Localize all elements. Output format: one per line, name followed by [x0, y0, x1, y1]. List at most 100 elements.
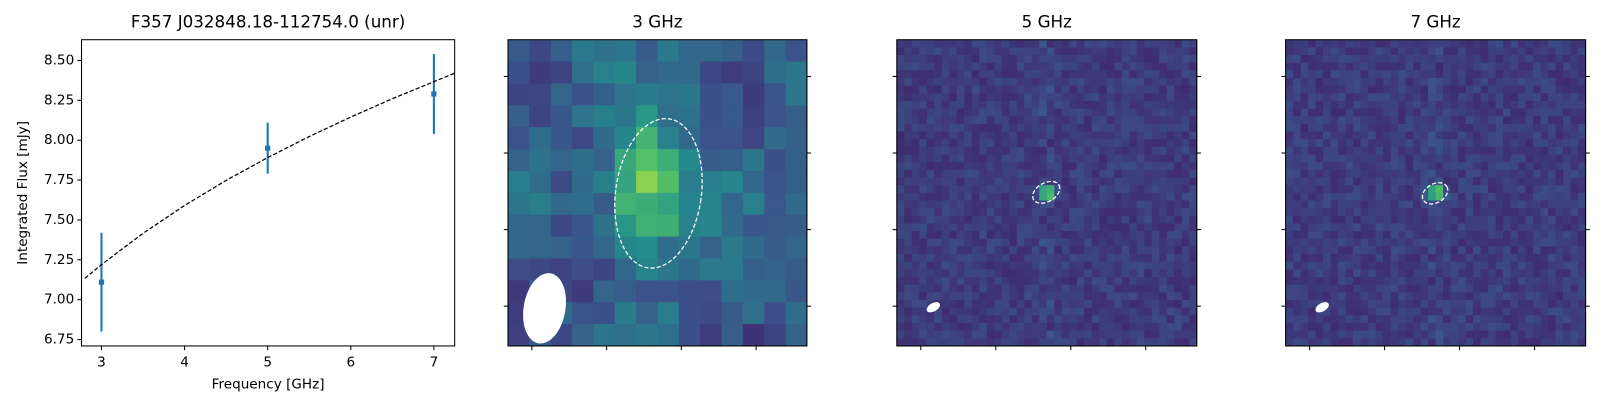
image-pixel [1548, 77, 1557, 87]
image-pixel [700, 280, 723, 303]
image-pixel [941, 269, 950, 278]
image-pixel [1031, 292, 1040, 301]
image-pixel [1495, 139, 1504, 148]
image-pixel [1323, 261, 1332, 270]
image-pixel [949, 307, 958, 316]
image-pixel [964, 139, 973, 148]
image-pixel [1285, 292, 1294, 301]
image-pixel [657, 127, 680, 150]
image-pixel [1293, 85, 1302, 94]
image-pixel [1293, 162, 1302, 171]
image-pixel [1285, 254, 1294, 263]
image-pixel [1323, 315, 1332, 324]
image-pixel [1443, 215, 1452, 224]
image-pixel [1533, 254, 1542, 263]
image-pixel [1480, 284, 1489, 293]
image-pixel [941, 131, 950, 140]
image-pixel [994, 77, 1003, 87]
image-pixel [1518, 330, 1527, 339]
image-pixel [1435, 55, 1444, 64]
image-pixel [1054, 261, 1063, 270]
image-pixel [1578, 330, 1587, 339]
image-pixel [1503, 123, 1512, 133]
image-pixel [1540, 55, 1549, 64]
image-pixel [1503, 85, 1512, 94]
image-pixel [911, 246, 920, 255]
image-pixel [1353, 169, 1362, 179]
image-pixel [904, 39, 913, 48]
image-pixel [1129, 62, 1138, 71]
image-pixel [785, 83, 808, 106]
image-pixel [1323, 62, 1332, 71]
image-pixel [1024, 177, 1033, 186]
image-pixel [1458, 261, 1467, 270]
image-pixel [1420, 292, 1429, 301]
image-pixel [934, 277, 943, 286]
image-pixel [1174, 231, 1183, 240]
image-pixel [904, 330, 913, 339]
image-pixel [1136, 261, 1145, 270]
image-pixel [1106, 284, 1115, 293]
image-pixel [1031, 139, 1040, 148]
image-pixel [1533, 39, 1542, 48]
image-pixel [896, 185, 905, 194]
image-pixel [956, 93, 965, 102]
image-pixel [1360, 162, 1369, 171]
image-pixel [1293, 254, 1302, 263]
image-pixel [1300, 330, 1309, 339]
image-pixel [1465, 77, 1474, 87]
image-pixel [1495, 246, 1504, 255]
image-pixel [1001, 139, 1010, 148]
image-pixel [1323, 284, 1332, 293]
image-pixel [1540, 208, 1549, 217]
image-pixel [1375, 39, 1384, 48]
image-pixel [1450, 169, 1459, 179]
image-pixel [1390, 192, 1399, 202]
image-pixel [919, 47, 928, 56]
image-pixel [1428, 169, 1437, 179]
image-pixel [1121, 300, 1130, 309]
image-pixel [1091, 215, 1100, 224]
image-pixel [1106, 277, 1115, 286]
image-pixel [1001, 162, 1010, 171]
image-pixel [934, 77, 943, 87]
image-pixel [1548, 231, 1557, 240]
image-pixel [1510, 261, 1519, 270]
image-pixel [1061, 139, 1070, 148]
image-pixel [1300, 315, 1309, 324]
image-pixel [1570, 146, 1579, 156]
image-pixel [1024, 231, 1033, 240]
image-pixel [1578, 116, 1587, 125]
image-pixel [896, 231, 905, 240]
image-pixel [1450, 108, 1459, 117]
image-pixel [1323, 77, 1332, 87]
image-pixel [994, 39, 1003, 48]
image-pixel [1420, 231, 1429, 240]
image-pixel [1009, 238, 1018, 247]
image-pixel [1129, 192, 1138, 202]
image-pixel [1488, 55, 1497, 64]
image-pixel [1166, 62, 1175, 71]
image-pixel [1420, 277, 1429, 286]
image-pixel [1428, 215, 1437, 224]
image-pixel [1076, 139, 1085, 148]
image-pixel [1293, 307, 1302, 316]
image-pixel [1330, 246, 1339, 255]
image-pixel [1076, 169, 1085, 179]
image-pixel [1009, 292, 1018, 301]
image-pixel [1144, 116, 1153, 125]
image-pixel [1465, 277, 1474, 286]
image-pixel [1570, 269, 1579, 278]
image-pixel [1488, 185, 1497, 194]
image-pixel [1555, 169, 1564, 179]
image-pixel [1353, 338, 1362, 347]
image-pixel [1375, 338, 1384, 347]
image-pixel [1465, 62, 1474, 71]
image-pixel [572, 149, 594, 172]
image-pixel [1525, 146, 1534, 156]
image-pixel [1076, 192, 1085, 202]
image-pixel [1009, 185, 1018, 194]
image-pixel [1016, 284, 1025, 293]
image-pixel [1428, 162, 1437, 171]
image-pixel [1555, 139, 1564, 148]
